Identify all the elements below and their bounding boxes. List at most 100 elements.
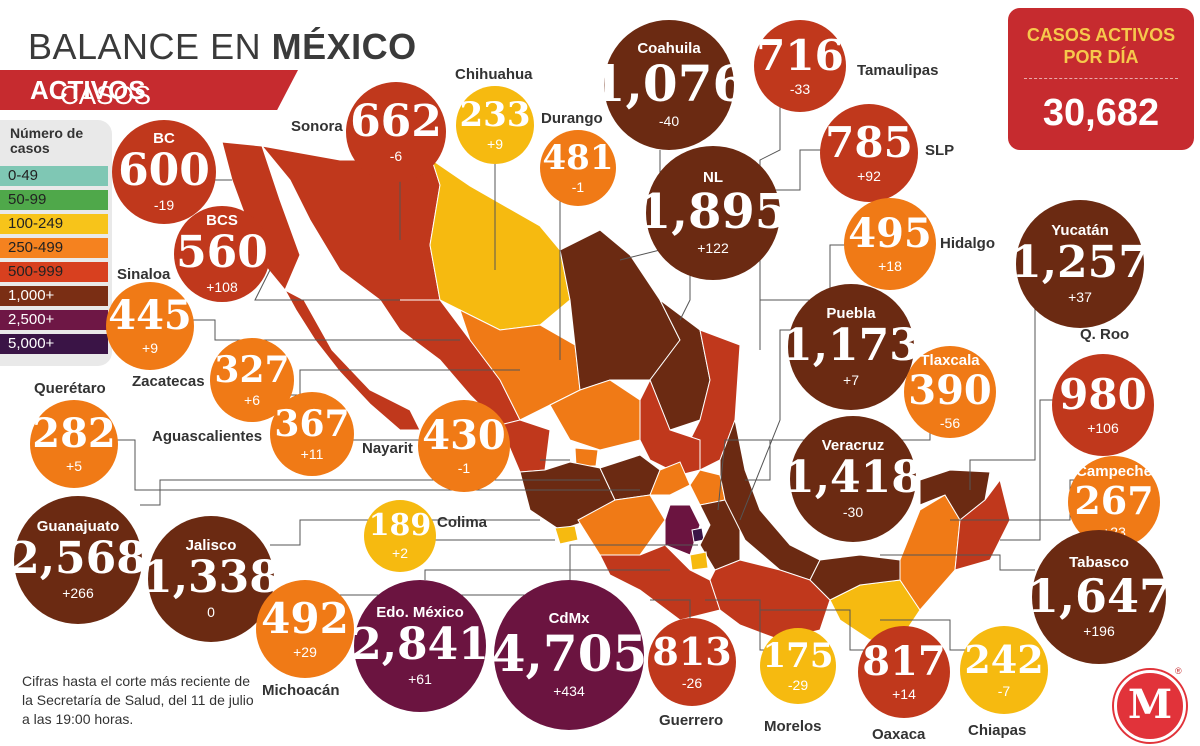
subtitle-bold: ACTIVOS [30, 75, 146, 105]
state-label: Sinaloa [117, 266, 171, 283]
state-name: Tabasco [1069, 554, 1129, 571]
legend-label: 100-249 [8, 215, 64, 232]
state-value: 445 [108, 292, 192, 339]
state-change: -56 [939, 415, 961, 431]
state-value: 367 [274, 403, 350, 445]
state-label: Oaxaca [872, 726, 926, 743]
state-name: Puebla [826, 305, 876, 322]
title-prefix: BALANCE EN [28, 26, 272, 67]
map-colima [554, 525, 579, 545]
state-value: 1,076 [590, 54, 748, 113]
state-value: 189 [368, 508, 432, 543]
legend-swatch [0, 166, 108, 186]
state-value: 980 [1059, 370, 1147, 419]
legend-swatch [0, 310, 108, 330]
state-value: 242 [964, 637, 1044, 682]
state-change: -40 [658, 113, 680, 129]
state-value: 390 [908, 367, 992, 414]
state-change: -7 [997, 683, 1011, 699]
state-bubble-bc: BC 600 -19 [112, 120, 216, 224]
state-change: -33 [789, 81, 811, 97]
legend-item: 0-49 [0, 166, 108, 186]
state-change: +37 [1068, 289, 1092, 305]
state-change: +29 [293, 644, 317, 660]
legend-title: Número de casos [10, 125, 84, 156]
state-bubble-cdmx: CdMx 4,705 +434 [491, 580, 647, 730]
state-bubble-yucatan: Yucatán 1,257 +37 [1011, 200, 1149, 328]
state-value: 1,647 [1026, 569, 1172, 623]
state-bubble-durango: 481 -1 [540, 130, 616, 206]
state-change: +9 [487, 136, 503, 152]
state-label: Querétaro [34, 380, 106, 397]
state-name: Edo. México [376, 604, 464, 621]
state-label: Durango [541, 110, 603, 127]
legend-label: 250-499 [8, 239, 64, 256]
legend: Número de casos 0-49 50-99 100-249 250-499 5… [0, 120, 112, 366]
state-bubble-nl: NL 1,895 +122 [638, 146, 788, 280]
state-bubble-tlaxcala: Tlaxcala 390 -56 [904, 346, 996, 438]
state-bubble-aguascalientes: 367 +11 [270, 392, 354, 476]
state-bubble-sinaloa: 445 +9 [106, 282, 194, 370]
state-label: Colima [437, 514, 488, 531]
summary-divider [1024, 78, 1178, 79]
state-name: Veracruz [821, 437, 885, 454]
map-bcs [283, 288, 421, 431]
state-value: 1,418 [784, 452, 922, 503]
state-value: 233 [459, 95, 531, 135]
state-value: 430 [422, 412, 506, 459]
legend-swatch [0, 190, 108, 210]
state-bubble-colima: 189 +2 [364, 500, 436, 572]
summary-value: 30,682 [1042, 92, 1160, 134]
state-bubble-slp: 785 +92 [820, 104, 918, 202]
state-value: 2,841 [351, 619, 489, 670]
state-value: 481 [542, 138, 614, 178]
state-change: -29 [787, 677, 809, 693]
legend-label: 0-49 [8, 167, 39, 184]
state-change: +14 [892, 686, 916, 702]
state-value: 1,338 [142, 552, 280, 603]
state-change: +108 [206, 279, 238, 295]
state-bubble-coahuila: Coahuila 1,076 -40 [591, 20, 747, 150]
state-label: Nayarit [362, 440, 413, 457]
state-change: -1 [457, 460, 471, 476]
state-value: 1,895 [637, 184, 789, 240]
state-name: BC [153, 130, 175, 147]
state-bubble-queretaro: 282 +5 [30, 400, 118, 488]
state-name: Yucatán [1051, 222, 1109, 239]
map-queretaro [649, 461, 691, 496]
state-bubble-morelos: 175 -29 [760, 628, 836, 704]
legend-label: 500-999 [8, 263, 64, 280]
state-value: 1,257 [1011, 237, 1149, 288]
state-bubble-jalisco: Jalisco 1,338 0 [142, 516, 280, 642]
state-name: Campeche [1076, 463, 1152, 480]
footnote: Cifras hasta el corte más reciente de la… [22, 673, 254, 727]
legend-label: 1,000+ [8, 287, 55, 304]
state-change: +18 [878, 258, 902, 274]
state-name: NL [703, 169, 723, 186]
state-change: +122 [697, 240, 729, 256]
legend-item: 500-999 [0, 262, 108, 282]
legend-item: 100-249 [0, 214, 108, 234]
state-bubble-hidalgo: 495 +18 [844, 198, 936, 290]
state-change: +11 [300, 446, 324, 462]
state-value: 817 [862, 638, 946, 685]
state-name: Guanajuato [36, 518, 120, 535]
state-change: +6 [244, 392, 260, 408]
state-bubble-tamaulipas: 716 -33 [754, 20, 846, 112]
state-change: +2 [392, 545, 408, 561]
state-bubble-qroo: 980 +106 [1052, 354, 1154, 456]
state-bubble-guanajuato: Guanajuato 2,568 +266 [9, 496, 147, 624]
milenio-logo: M [1114, 670, 1186, 742]
state-change: +61 [408, 671, 432, 687]
state-change: -6 [389, 148, 403, 164]
state-change: -30 [842, 504, 864, 520]
legend-item: 2,500+ [0, 310, 108, 330]
state-label: Tamaulipas [857, 62, 939, 79]
subtitle: CASOS ACTIVOS [30, 75, 151, 110]
state-change: -26 [681, 675, 703, 691]
summary-card: CASOS ACTIVOS POR DÍA 30,682 [1008, 8, 1194, 150]
legend-item: 250-499 [0, 238, 108, 258]
state-change: 0 [207, 604, 215, 620]
